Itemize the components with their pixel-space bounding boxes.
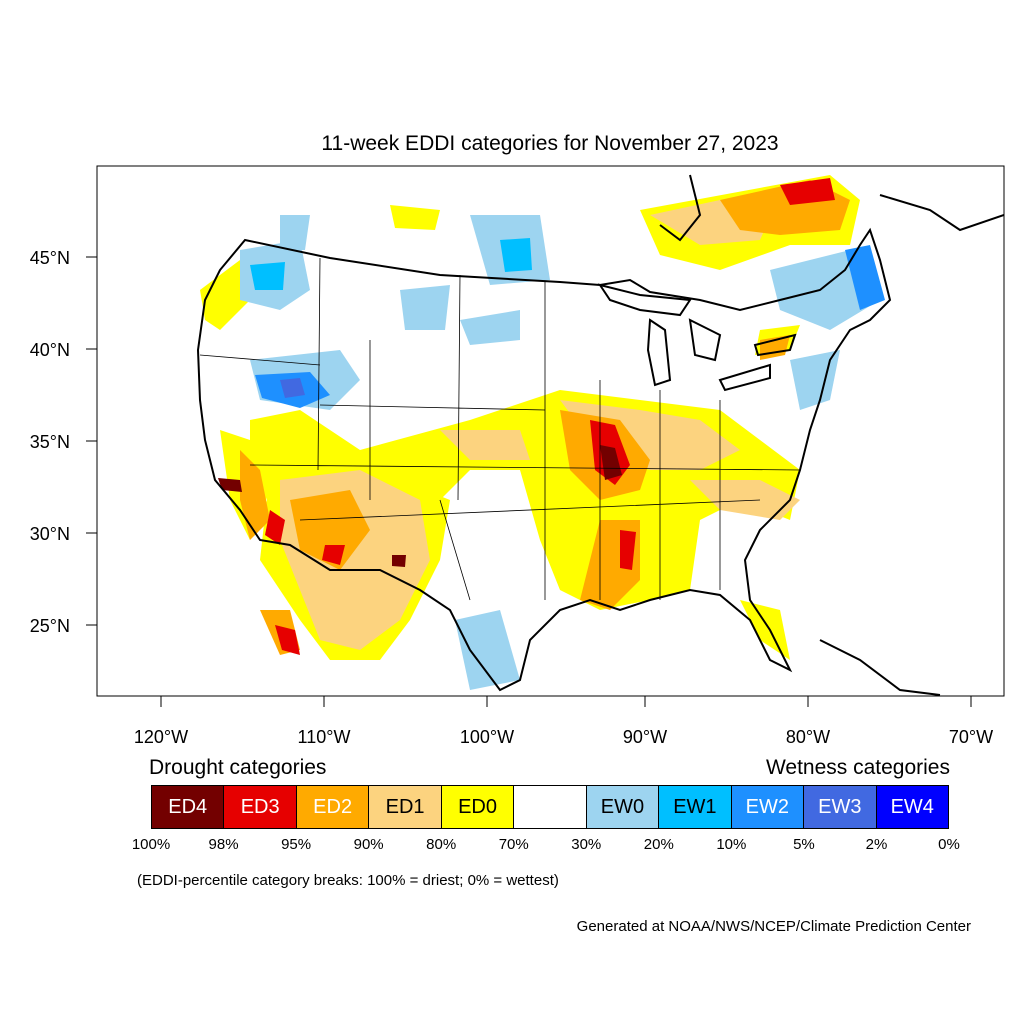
ew0-washington bbox=[280, 215, 310, 250]
lon-label-120: 120°W bbox=[134, 727, 188, 747]
lat-label-30: 30°N bbox=[30, 524, 70, 544]
ew0-midatlantic bbox=[790, 350, 840, 410]
ew2-maine bbox=[845, 245, 885, 310]
legend-cell-ed2: ED2 bbox=[296, 786, 370, 828]
ew0-nebraska bbox=[460, 310, 520, 345]
axis-labels: 45°N 40°N 35°N 30°N 25°N 120°W 110°W 100… bbox=[30, 248, 993, 747]
ed3-quebec bbox=[780, 178, 835, 205]
ed0-montana bbox=[390, 205, 440, 230]
ew1-idaho bbox=[250, 262, 285, 290]
legend-break-label: 90% bbox=[353, 836, 384, 853]
state-lines bbox=[199, 257, 801, 601]
ed0-oregon bbox=[200, 260, 250, 330]
lat-label-35: 35°N bbox=[30, 432, 70, 452]
lat-label-25: 25°N bbox=[30, 616, 70, 636]
ed3-mississippi bbox=[620, 530, 636, 570]
legend-break-label: 20% bbox=[643, 836, 674, 853]
legend-cell-ed1: ED1 bbox=[369, 786, 442, 828]
lake-superior bbox=[597, 283, 692, 317]
legend-break-label: 80% bbox=[426, 836, 457, 853]
ew1-dakota bbox=[500, 238, 532, 272]
legend-cell-ew4: EW4 bbox=[876, 786, 948, 828]
legend-break-label: 10% bbox=[716, 836, 747, 853]
legend-break-label: 2% bbox=[865, 836, 888, 853]
ed2-arizona bbox=[290, 490, 370, 570]
lon-label-80: 80°W bbox=[786, 727, 830, 747]
coastlines bbox=[659, 174, 1004, 696]
legend-break-label: 5% bbox=[793, 836, 815, 853]
ed2-socal bbox=[240, 450, 270, 540]
ed1-kansas bbox=[440, 430, 530, 460]
legend-cell-ew3: EW3 bbox=[804, 786, 877, 828]
map-title: 11-week EDDI categories for November 27,… bbox=[321, 132, 779, 155]
lon-label-100: 100°W bbox=[460, 727, 514, 747]
legend-cell-ew0: EW0 bbox=[586, 786, 660, 828]
lake-erie bbox=[718, 363, 771, 392]
ed4-missouri bbox=[600, 445, 622, 480]
ed1-southeast bbox=[690, 480, 800, 520]
lake-michigan bbox=[646, 318, 672, 387]
ed3-california bbox=[265, 510, 285, 545]
category-fields bbox=[200, 175, 885, 690]
map-frame bbox=[96, 165, 1005, 697]
legend-colorbar: ED4 ED3 ED2 ED1 ED0 EW0 EW1 EW2 EW3 EW4 bbox=[151, 785, 949, 829]
lake-ontario bbox=[753, 333, 797, 357]
lon-label-110: 110°W bbox=[298, 727, 351, 747]
wetness-heading: Wetness categories bbox=[765, 756, 950, 779]
lat-label-45: 45°N bbox=[30, 248, 70, 268]
legend-cell-ed3: ED3 bbox=[224, 786, 297, 828]
lon-label-70: 70°W bbox=[949, 727, 993, 747]
legend-break-label: 100% bbox=[131, 836, 171, 853]
us-outline bbox=[196, 227, 892, 692]
legend-cell-neutral bbox=[514, 786, 587, 828]
category-note: (EDDI-percentile category breaks: 100% =… bbox=[137, 872, 559, 889]
ew0-wyoming bbox=[400, 285, 450, 330]
ed4-california bbox=[218, 478, 242, 492]
ew3-utah bbox=[280, 378, 305, 398]
ed3-arizona bbox=[322, 545, 345, 565]
lake-huron bbox=[688, 318, 722, 362]
legend-break-label: 95% bbox=[281, 836, 312, 853]
boundaries bbox=[196, 174, 1004, 696]
legend-break-label: 70% bbox=[498, 836, 529, 853]
legend-break-label: 98% bbox=[208, 836, 239, 853]
ed3-baja bbox=[275, 625, 300, 655]
legend-cell-ew1: EW1 bbox=[659, 786, 732, 828]
drought-heading: Drought categories bbox=[149, 756, 327, 779]
legend-break-label: 0% bbox=[938, 836, 960, 853]
lon-label-90: 90°W bbox=[623, 727, 667, 747]
lat-label-40: 40°N bbox=[30, 340, 70, 360]
legend-cell-ed0: ED0 bbox=[441, 786, 515, 828]
credit-line: Generated at NOAA/NWS/NCEP/Climate Predi… bbox=[576, 918, 971, 935]
ew0-texas bbox=[455, 610, 520, 690]
legend-cell-ew2: EW2 bbox=[731, 786, 805, 828]
ed4-newmexico bbox=[392, 555, 406, 567]
tick-marks bbox=[86, 256, 972, 707]
legend-break-label: 30% bbox=[571, 836, 602, 853]
legend-cell-ed4: ED4 bbox=[152, 786, 225, 828]
